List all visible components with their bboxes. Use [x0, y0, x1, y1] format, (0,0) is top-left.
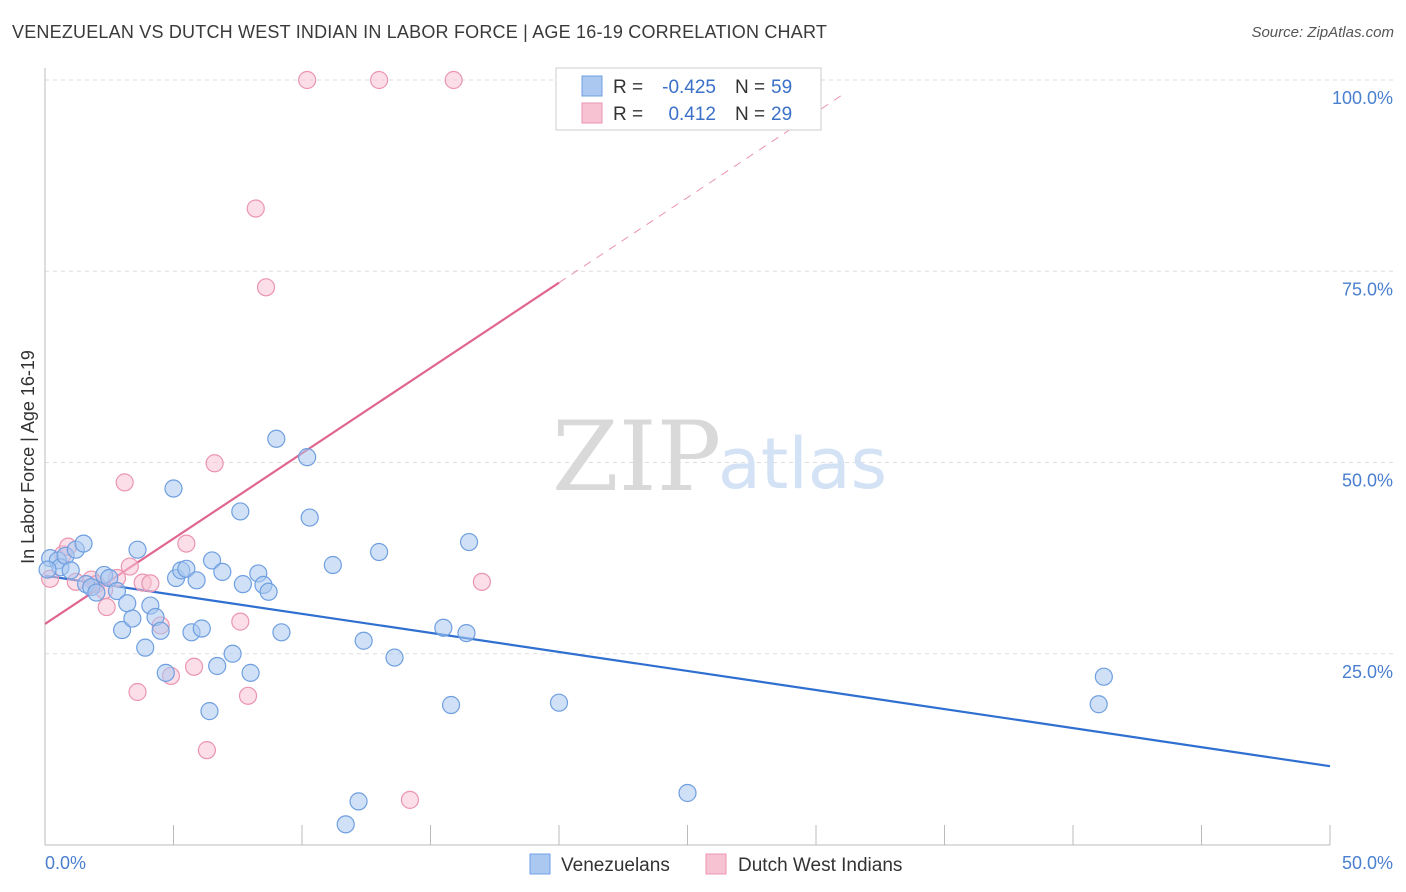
dutch-west-indians-point-17: [184, 657, 204, 676]
dutch-west-indians-point-16: [177, 534, 196, 553]
legend-n-label-0: N =: [735, 77, 765, 98]
axes: [44, 68, 1331, 846]
venezuelans-point-25: [177, 559, 196, 578]
watermark-zip: ZIP: [552, 401, 721, 513]
venezuelans-point-35: [233, 575, 252, 594]
venezuelans-point-49: [385, 648, 404, 667]
venezuelans-point-42: [298, 448, 317, 467]
legend-n-value-1: 29: [771, 104, 792, 125]
venezuelans-point-27: [187, 571, 206, 590]
venezuelans-point-36: [241, 663, 260, 682]
venezuelans-point-57: [1094, 667, 1113, 686]
dutch-west-indians-point-26: [400, 790, 420, 809]
legend-swatch-venezuelans: [581, 75, 603, 97]
watermark: ZIP atlas: [552, 401, 887, 513]
venezuelans-point-53: [459, 532, 479, 552]
dutch-west-indians-point-27: [444, 70, 463, 90]
venezuelans-point-47: [354, 631, 373, 650]
venezuelans-point-9: [87, 583, 106, 602]
chart-title: VENEZUELAN VS DUTCH WEST INDIAN IN LABOR…: [12, 22, 828, 42]
bottom-legend-swatch-dutch-west-indians: [705, 853, 727, 875]
y-tick-labels: 25.0% 50.0% 75.0% 100.0%: [1332, 88, 1393, 682]
dutch-west-indians-point-22: [246, 199, 265, 218]
dutch-west-indians-point-20: [231, 612, 250, 631]
watermark-atlas: atlas: [718, 423, 887, 505]
y-axis-label: In Labor Force | Age 16-19: [18, 350, 38, 564]
bottom-legend: Venezuelans Dutch West Indians: [529, 853, 902, 876]
legend-r-value-1: 0.412: [668, 104, 716, 125]
bottom-legend-label-dutch-west-indians: Dutch West Indians: [738, 855, 902, 876]
y-tick-label-3: 100.0%: [1332, 88, 1393, 108]
trend-line-2: [558, 94, 842, 284]
venezuelans-point-34: [231, 502, 250, 521]
venezuelans-point-21: [156, 663, 175, 682]
dutch-west-indians-point-11: [128, 682, 147, 702]
venezuelans-point-4: [61, 561, 80, 580]
venezuelans-point-52: [457, 623, 476, 643]
legend-n-value-0: 59: [771, 77, 792, 98]
venezuelans-point-30: [202, 551, 222, 570]
venezuelans-point-17: [136, 638, 155, 657]
venezuelans-point-31: [208, 656, 227, 676]
dutch-west-indians-point-10: [120, 557, 139, 576]
y-tick-label-2: 75.0%: [1342, 279, 1393, 299]
venezuelans-point-20: [151, 621, 170, 640]
bottom-legend-label-venezuelans: Venezuelans: [561, 855, 670, 876]
dutch-west-indians-point-25: [370, 70, 389, 90]
y-tick-label-1: 50.0%: [1342, 471, 1393, 491]
trend-line-0: [44, 574, 1331, 768]
y-tick-label-0: 25.0%: [1342, 662, 1393, 682]
legend-swatch-dutch-west-indians: [581, 102, 603, 124]
venezuelans-point-32: [213, 562, 232, 581]
dutch-west-indians-point-18: [197, 741, 217, 760]
stats-legend: R = -0.425 N = 59 R = 0.412 N = 29: [555, 67, 822, 131]
venezuelans-point-55: [678, 783, 697, 803]
legend-r-label-0: R =: [613, 77, 643, 98]
legend-n-label-1: N =: [735, 104, 765, 125]
series-venezuelans: [38, 429, 1113, 834]
legend-r-value-0: -0.425: [662, 77, 716, 98]
venezuelans-point-54: [549, 693, 569, 712]
venezuelans-point-6: [74, 534, 93, 553]
x-minor-ticks: [173, 825, 1331, 845]
x-tick-label-0: 0.0%: [45, 853, 86, 873]
x-tick-label-1: 50.0%: [1342, 853, 1393, 873]
dutch-west-indians-point-9: [115, 473, 134, 492]
dutch-west-indians-point-23: [256, 278, 276, 297]
venezuelans-point-15: [123, 609, 142, 628]
venezuelans-point-41: [272, 623, 291, 642]
dutch-west-indians-point-21: [238, 686, 258, 705]
grid-lines: [45, 79, 1393, 655]
venezuelans-point-39: [259, 582, 278, 601]
venezuelans-point-50: [434, 618, 453, 637]
venezuelans-point-56: [1089, 695, 1108, 714]
venezuelans-point-45: [336, 815, 355, 834]
dutch-west-indians-point-13: [141, 574, 160, 593]
venezuelans-point-40: [267, 429, 286, 448]
venezuelans-point-46: [349, 792, 368, 811]
venezuelans-point-58: [38, 560, 57, 579]
venezuelans-point-48: [370, 542, 389, 562]
source-label: Source: ZipAtlas.com: [1251, 24, 1394, 41]
venezuelans-point-28: [192, 619, 211, 638]
dutch-west-indians-point-7: [97, 597, 116, 617]
venezuelans-point-22: [164, 479, 183, 498]
venezuelans-point-43: [300, 508, 319, 527]
venezuelans-point-13: [112, 620, 132, 640]
series-dutch-west-indians: [41, 70, 491, 809]
legend-r-label-1: R =: [613, 104, 643, 125]
venezuelans-point-14: [118, 594, 137, 613]
dutch-west-indians-point-28: [472, 572, 491, 591]
venezuelans-point-16: [128, 540, 147, 559]
venezuelans-point-29: [200, 702, 219, 721]
dutch-west-indians-point-19: [205, 454, 224, 473]
venezuelans-point-33: [223, 644, 242, 663]
venezuelans-point-44: [323, 555, 342, 575]
dutch-west-indians-point-24: [298, 70, 317, 90]
venezuelans-point-51: [441, 695, 461, 715]
venezuelans-point-12: [107, 581, 127, 601]
bottom-legend-swatch-venezuelans: [529, 853, 551, 875]
